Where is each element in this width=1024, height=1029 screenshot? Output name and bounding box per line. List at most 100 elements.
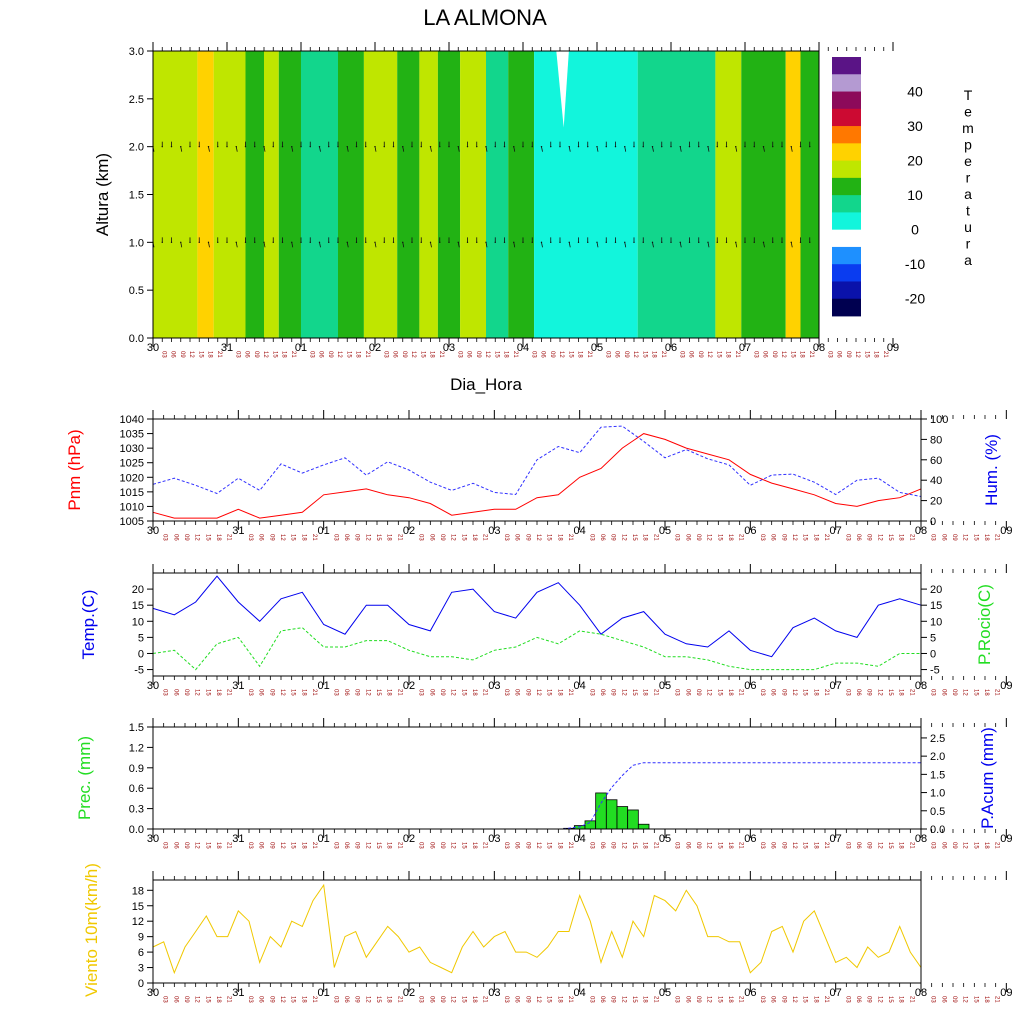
hour-tick-label: 03 <box>332 996 338 1003</box>
wind-barb-dot <box>707 241 709 244</box>
colorbar-title-letter: a <box>964 186 972 202</box>
wind-barb-dot <box>235 241 237 244</box>
hour-tick-label: 18 <box>556 996 562 1003</box>
hour-tick-label: 09 <box>268 534 274 541</box>
temperature-column <box>278 51 301 338</box>
wind-barb-dot <box>503 145 506 148</box>
wind-barb-dot <box>328 241 330 244</box>
wind-barb-dot <box>568 145 570 148</box>
hour-tick-label: 03 <box>588 689 594 696</box>
hour-tick-label: 03 <box>674 996 680 1003</box>
day-tick-label: 05 <box>591 342 603 354</box>
wind-barb-dot <box>337 241 339 244</box>
wind-barb-dot <box>466 241 469 244</box>
hour-tick-label: 03 <box>588 996 594 1003</box>
hour-tick-label: 09 <box>327 351 333 358</box>
hour-tick-label: 21 <box>908 689 914 696</box>
wind-barb-dot <box>568 241 570 244</box>
hour-tick-label: 18 <box>355 351 361 358</box>
y-tick-label: 1020 <box>120 472 144 484</box>
hour-tick-label: 03 <box>234 351 240 358</box>
temperature-frame <box>152 572 922 677</box>
hour-tick-label: 21 <box>994 842 1000 849</box>
wind-barb-dot <box>411 241 413 244</box>
wind-barb <box>402 146 405 152</box>
hour-tick-label: 18 <box>300 996 306 1003</box>
hour-tick-label: 06 <box>514 996 520 1003</box>
hour-tick-label: 09 <box>475 351 481 358</box>
hour-tick-label: 18 <box>898 996 904 1003</box>
y-tick-label-right: 1.0 <box>930 788 945 800</box>
wind-barb-dot <box>799 145 802 148</box>
hour-tick-label: 06 <box>684 842 690 849</box>
wind-barb-dot <box>614 241 617 244</box>
y-tick-label-right: 15 <box>930 600 942 612</box>
y-tick-label-right: 2.5 <box>930 733 945 745</box>
day-tick-label: 07 <box>739 342 751 354</box>
hour-tick-label: 06 <box>770 842 776 849</box>
y-tick-label: 15 <box>132 901 144 913</box>
hour-tick-label: 21 <box>660 351 666 358</box>
day-tick-label: 06 <box>665 342 677 354</box>
wind-barb <box>735 146 738 152</box>
hour-tick-label: 21 <box>823 842 829 849</box>
hour-tick-label: 09 <box>401 351 407 358</box>
hour-tick-label: 09 <box>695 534 701 541</box>
hour-tick-label: 12 <box>535 842 541 849</box>
colorbar-title-letter: T <box>964 87 973 103</box>
hour-tick-label: 06 <box>428 534 434 541</box>
wind-barb <box>263 146 266 152</box>
colorbar-swatch <box>832 298 861 317</box>
hour-tick-label: 18 <box>727 689 733 696</box>
wind-barb <box>402 242 405 248</box>
wind-barb <box>485 146 488 152</box>
hour-tick-label: 21 <box>482 689 488 696</box>
day-tick-label: 08 <box>813 342 825 354</box>
day-tick-label: 31 <box>232 525 244 537</box>
hour-tick-label: 15 <box>375 842 381 849</box>
hour-tick-label: 12 <box>188 351 194 358</box>
day-tick-label: 07 <box>830 987 842 999</box>
hour-tick-label: 15 <box>546 534 552 541</box>
hour-tick-label: 06 <box>770 689 776 696</box>
hour-tick-label: 15 <box>546 842 552 849</box>
day-tick-label: 08 <box>915 987 927 999</box>
y-tick-label-right: -5 <box>930 665 940 677</box>
day-tick-label: 05 <box>659 680 671 692</box>
colorbar-label: 20 <box>907 153 923 169</box>
day-tick-label: 05 <box>659 987 671 999</box>
wind-barb-dot <box>429 145 432 148</box>
hour-tick-label: 15 <box>493 351 499 358</box>
colorbar-title-letter: r <box>966 236 971 252</box>
hour-tick-label: 06 <box>258 689 264 696</box>
wind-barb-dot <box>392 241 395 244</box>
hour-tick-label: 12 <box>854 351 860 358</box>
temperature-column <box>637 51 716 338</box>
hour-tick-label: 18 <box>812 534 818 541</box>
wind-barb <box>374 242 377 248</box>
hour-tick-label: 12 <box>450 996 456 1003</box>
temperature-column <box>800 51 819 338</box>
wind-barb-dot <box>679 145 681 148</box>
wind-barb-dot <box>698 145 700 148</box>
precip-bar <box>627 809 639 830</box>
hour-tick-label: 06 <box>688 351 694 358</box>
hour-tick-label: 09 <box>268 689 274 696</box>
hour-tick-label: 21 <box>738 842 744 849</box>
wind-barb-dot <box>614 145 617 148</box>
hour-tick-label: 09 <box>179 351 185 358</box>
hour-tick-label: 18 <box>556 534 562 541</box>
hour-tick-label: 18 <box>642 689 648 696</box>
hour-tick-label: 15 <box>197 351 203 358</box>
wind-barb-dot <box>716 241 718 244</box>
hour-tick-label: 06 <box>836 351 842 358</box>
hour-tick-label: 09 <box>780 842 786 849</box>
hour-tick-label: 15 <box>631 534 637 541</box>
wind-barb <box>707 146 710 152</box>
hour-tick-label: 03 <box>844 534 850 541</box>
hour-tick-label: 18 <box>503 351 509 358</box>
hour-tick-label: 03 <box>826 351 832 358</box>
wind-barb-dot <box>207 145 210 148</box>
day-tick-label: 07 <box>830 525 842 537</box>
hour-tick-label: 15 <box>204 534 210 541</box>
